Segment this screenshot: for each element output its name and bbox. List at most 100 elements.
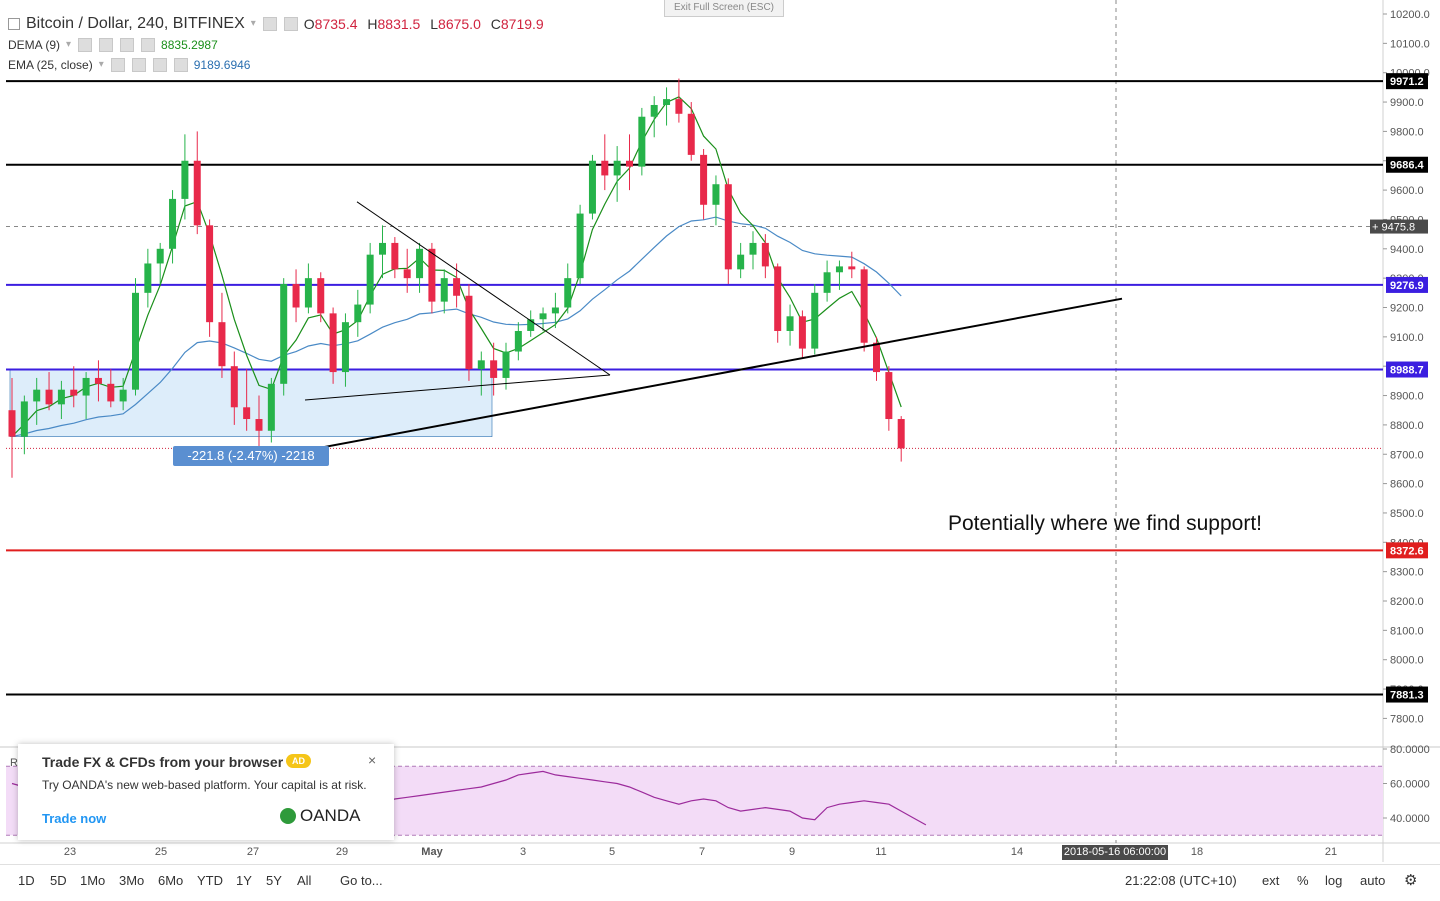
close-icon[interactable] bbox=[141, 38, 156, 52]
support-annotation[interactable]: Potentially where we find support! bbox=[948, 512, 1263, 535]
candle-body bbox=[885, 372, 893, 420]
candle-body bbox=[724, 184, 732, 270]
candle-body bbox=[663, 99, 671, 105]
measure-box bbox=[9, 368, 493, 437]
y-tick-label: 8800.0 bbox=[1390, 420, 1424, 432]
range-6mo-button[interactable]: 6Mo bbox=[158, 873, 184, 888]
candle-body bbox=[687, 113, 695, 155]
level-price-tag bbox=[1386, 686, 1428, 703]
candle-body bbox=[33, 389, 41, 402]
candle-body bbox=[267, 383, 275, 431]
range-5d-button[interactable]: 5D bbox=[50, 873, 67, 888]
candle-body bbox=[873, 342, 880, 373]
crosshair-date-label: 2018-05-16 06:00:00 bbox=[1062, 845, 1168, 860]
candle-body bbox=[292, 284, 300, 308]
indicator-ema-name[interactable]: EMA (25, close) bbox=[8, 58, 93, 72]
candle-body bbox=[230, 366, 238, 408]
y-tick-label: 8700.0 bbox=[1390, 449, 1424, 461]
log-button[interactable]: log bbox=[1325, 873, 1343, 888]
gear-icon[interactable]: ⚙ bbox=[1404, 872, 1418, 889]
candle-body bbox=[156, 248, 164, 264]
candle-body bbox=[860, 269, 868, 343]
candle-body bbox=[193, 160, 201, 226]
candle-body bbox=[280, 284, 288, 384]
candle-body bbox=[94, 377, 102, 384]
settings-icon[interactable] bbox=[131, 58, 146, 72]
collapse-legend-icon[interactable] bbox=[8, 18, 20, 30]
level-price-tag bbox=[1386, 542, 1428, 559]
y-tick-label: 8200.0 bbox=[1390, 596, 1424, 608]
candle-body bbox=[181, 160, 189, 199]
candle-body bbox=[786, 316, 794, 331]
candle-body bbox=[317, 278, 325, 314]
candle-body bbox=[82, 377, 90, 396]
ad-banner[interactable]: Trade FX & CFDs from your browser AD × T… bbox=[18, 744, 394, 840]
visibility-icon[interactable] bbox=[283, 17, 298, 31]
add-icon[interactable] bbox=[120, 38, 135, 52]
visibility-icon[interactable] bbox=[110, 58, 125, 72]
candle-body bbox=[20, 401, 28, 437]
trade-now-link[interactable]: Trade now bbox=[42, 811, 107, 826]
chevron-down-icon[interactable]: ▾ bbox=[98, 59, 104, 70]
candle-body bbox=[576, 213, 584, 279]
y-tick-label: 9100.0 bbox=[1390, 332, 1424, 344]
chevron-down-icon[interactable]: ▾ bbox=[250, 18, 256, 29]
level-price-tag bbox=[1386, 276, 1428, 293]
auto-button[interactable]: auto bbox=[1360, 873, 1386, 888]
range-ytd-button[interactable]: YTD bbox=[197, 873, 223, 888]
candle-body bbox=[304, 278, 312, 308]
range-3mo-button[interactable]: 3Mo bbox=[119, 873, 145, 888]
ext-button[interactable]: ext bbox=[1262, 873, 1280, 888]
oanda-logo[interactable]: OANDA bbox=[280, 806, 360, 826]
candle-body bbox=[218, 322, 226, 367]
price-chart[interactable]: 10200.010100.010000.09900.09800.09700.09… bbox=[0, 0, 1440, 864]
symbol-title[interactable]: Bitcoin / Dollar, 240, BITFINEX bbox=[26, 15, 245, 32]
candle-body bbox=[539, 313, 547, 320]
level-price-tag bbox=[1386, 361, 1428, 378]
candle-body bbox=[354, 304, 362, 323]
y-tick-label: 8300.0 bbox=[1390, 567, 1424, 579]
rsi-label: R bbox=[10, 757, 18, 769]
ad-badge: AD bbox=[286, 754, 311, 768]
x-tick-label: 23 bbox=[63, 846, 77, 858]
y-tick-label: 8100.0 bbox=[1390, 625, 1424, 637]
settings-icon[interactable] bbox=[262, 17, 277, 31]
candle-body bbox=[551, 307, 559, 314]
ad-description: Try OANDA's new web-based platform. Your… bbox=[42, 778, 367, 792]
x-tick-label: 29 bbox=[335, 846, 349, 858]
indicator-dema-name[interactable]: DEMA (9) bbox=[8, 38, 61, 52]
range-all-button[interactable]: All bbox=[297, 873, 312, 888]
y-tick-label: 8600.0 bbox=[1390, 479, 1424, 491]
candle-body bbox=[169, 198, 177, 249]
y-tick-label: 9900.0 bbox=[1390, 97, 1424, 109]
candle-body bbox=[638, 116, 646, 167]
crosshair-price-label: + 9475.8 bbox=[1372, 222, 1415, 234]
candle-body bbox=[453, 278, 461, 296]
rsi-tick-label: 40.0000 bbox=[1390, 813, 1430, 825]
settings-icon[interactable] bbox=[99, 38, 114, 52]
chevron-down-icon[interactable]: ▾ bbox=[66, 39, 72, 50]
candle-body bbox=[749, 242, 757, 255]
x-tick-label: 25 bbox=[154, 846, 168, 858]
range-5y-button[interactable]: 5Y bbox=[266, 873, 282, 888]
range-1mo-button[interactable]: 1Mo bbox=[80, 873, 106, 888]
range-1d-button[interactable]: 1D bbox=[18, 873, 35, 888]
x-tick-label: 5 bbox=[608, 846, 616, 858]
close-icon[interactable] bbox=[173, 58, 188, 72]
percent-button[interactable]: % bbox=[1297, 873, 1309, 888]
candle-body bbox=[650, 104, 658, 117]
close-icon[interactable]: × bbox=[368, 752, 377, 768]
candle-body bbox=[564, 278, 572, 308]
add-icon[interactable] bbox=[152, 58, 167, 72]
candle-body bbox=[848, 266, 856, 270]
indicator-dema-value: 8835.2987 bbox=[161, 38, 218, 52]
y-tick-label: 10100.0 bbox=[1390, 38, 1430, 50]
range-1y-button[interactable]: 1Y bbox=[236, 873, 252, 888]
y-tick-label: 7800.0 bbox=[1390, 713, 1424, 725]
visibility-icon[interactable] bbox=[78, 38, 93, 52]
goto-button[interactable]: Go to... bbox=[340, 873, 383, 888]
y-tick-label: 8500.0 bbox=[1390, 508, 1424, 520]
level-price-label: 8372.6 bbox=[1390, 545, 1424, 557]
exit-full-screen-button[interactable]: Exit Full Screen (ESC) bbox=[664, 0, 784, 17]
candle-body bbox=[255, 419, 263, 431]
